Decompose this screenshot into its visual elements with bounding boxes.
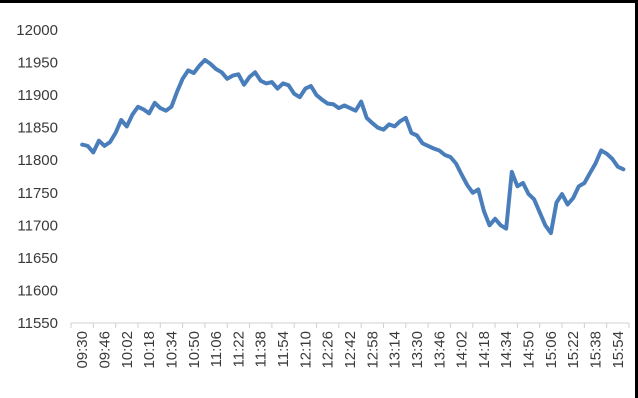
x-tick-label: 14:18 xyxy=(476,331,493,369)
x-axis-tick-marks xyxy=(70,323,630,328)
x-tick-label: 14:02 xyxy=(454,331,471,369)
x-tick-label: 14:50 xyxy=(521,331,538,369)
y-tick-label: 11950 xyxy=(17,55,58,72)
x-tick-label: 10:34 xyxy=(163,331,180,369)
y-tick-label: 11800 xyxy=(17,152,58,169)
x-tick-label: 11:22 xyxy=(230,331,247,367)
x-tick-label: 10:50 xyxy=(186,331,203,369)
x-tick-label: 09:46 xyxy=(96,331,113,369)
x-tick-label: 12:58 xyxy=(364,331,381,369)
series-line xyxy=(80,58,626,236)
x-tick-label: 10:18 xyxy=(141,331,158,369)
x-tick-label: 15:38 xyxy=(588,331,605,369)
x-tick-label: 11:38 xyxy=(253,331,270,367)
x-tick-label: 13:30 xyxy=(409,331,426,369)
series-group xyxy=(80,58,626,236)
x-tick-label: 15:06 xyxy=(543,331,560,369)
x-tick-label: 10:02 xyxy=(119,331,136,369)
x-tick-label: 12:26 xyxy=(320,331,337,369)
y-tick-label: 12000 xyxy=(16,22,58,39)
x-axis-ticks: 09:30 09:46 10:02 10:18 10:34 10:50 11:06 11:22… xyxy=(74,331,627,369)
x-tick-label: 12:10 xyxy=(297,331,314,369)
y-tick-label: 11850 xyxy=(17,120,58,137)
x-tick-label: 11:06 xyxy=(208,331,225,367)
x-tick-label: 11:54 xyxy=(275,331,292,367)
y-tick-label: 11650 xyxy=(17,250,58,267)
x-tick-label: 12:42 xyxy=(342,331,359,369)
x-tick-label: 09:30 xyxy=(74,331,91,369)
y-tick-label: 11750 xyxy=(17,185,58,202)
top-border xyxy=(0,0,638,3)
y-tick-label: 11600 xyxy=(17,282,58,299)
x-tick-label: 15:54 xyxy=(610,331,627,369)
x-tick-label: 14:34 xyxy=(498,331,515,369)
x-tick-label: 13:14 xyxy=(387,331,404,369)
y-tick-label: 11550 xyxy=(17,315,58,332)
right-border xyxy=(635,0,638,398)
x-tick-label: 13:46 xyxy=(431,331,448,369)
y-tick-label: 11900 xyxy=(17,87,58,104)
y-axis-ticks: 11550 11600 11650 11700 11750 11800 11850 11900… xyxy=(16,22,58,332)
y-tick-label: 11700 xyxy=(17,217,58,234)
x-tick-label: 15:22 xyxy=(565,331,582,369)
